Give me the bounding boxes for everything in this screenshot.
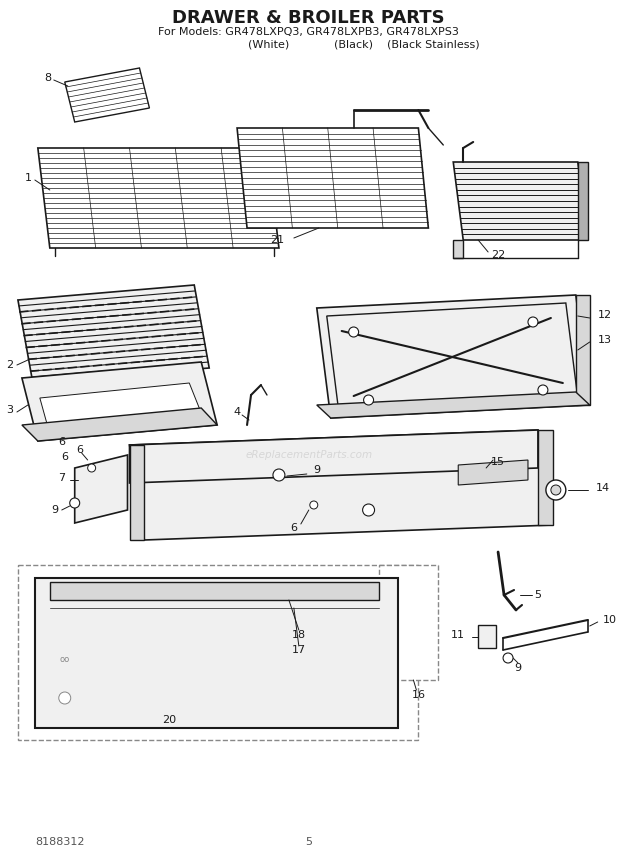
- Polygon shape: [40, 383, 203, 434]
- Polygon shape: [453, 162, 588, 240]
- Text: 21: 21: [270, 235, 284, 245]
- Polygon shape: [130, 445, 144, 540]
- Polygon shape: [130, 430, 553, 540]
- Circle shape: [273, 469, 285, 481]
- Polygon shape: [379, 565, 438, 680]
- Text: 16: 16: [412, 690, 425, 700]
- Circle shape: [69, 498, 80, 508]
- Polygon shape: [18, 285, 209, 383]
- Polygon shape: [237, 128, 428, 228]
- Text: (White): (White): [249, 39, 290, 49]
- Circle shape: [538, 385, 548, 395]
- Text: 10: 10: [603, 615, 617, 625]
- Circle shape: [310, 501, 318, 509]
- Polygon shape: [317, 392, 590, 418]
- Text: 6: 6: [61, 452, 68, 462]
- Polygon shape: [130, 430, 538, 483]
- Text: 14: 14: [596, 483, 610, 493]
- Text: 9: 9: [313, 465, 321, 475]
- Polygon shape: [578, 162, 588, 240]
- Circle shape: [503, 653, 513, 663]
- Text: 9: 9: [51, 505, 58, 515]
- Text: 17: 17: [292, 645, 306, 655]
- Polygon shape: [22, 408, 217, 441]
- Text: 2: 2: [6, 360, 14, 370]
- Text: 13: 13: [598, 335, 612, 345]
- Text: eReplacementParts.com: eReplacementParts.com: [246, 450, 373, 460]
- Text: DRAWER & BROILER PARTS: DRAWER & BROILER PARTS: [172, 9, 445, 27]
- Circle shape: [348, 327, 358, 337]
- Polygon shape: [50, 582, 379, 600]
- Circle shape: [87, 464, 95, 472]
- Circle shape: [551, 485, 561, 495]
- Text: 7: 7: [58, 473, 65, 483]
- Circle shape: [528, 317, 538, 327]
- Text: 1: 1: [24, 173, 32, 183]
- Text: 12: 12: [598, 310, 612, 320]
- Polygon shape: [75, 455, 128, 523]
- Polygon shape: [478, 625, 496, 648]
- Text: 4: 4: [234, 407, 241, 417]
- Text: (Black Stainless): (Black Stainless): [387, 39, 480, 49]
- Text: 8188312: 8188312: [35, 837, 84, 847]
- Text: (Black): (Black): [334, 39, 373, 49]
- Text: 5: 5: [305, 837, 312, 847]
- Polygon shape: [538, 430, 553, 525]
- Polygon shape: [458, 460, 528, 485]
- Text: oo: oo: [60, 656, 70, 664]
- Circle shape: [546, 480, 566, 500]
- Polygon shape: [453, 240, 463, 258]
- Circle shape: [363, 504, 374, 516]
- Circle shape: [363, 395, 374, 405]
- Text: 11: 11: [451, 630, 465, 640]
- Text: 6: 6: [290, 523, 298, 533]
- Text: 3: 3: [6, 405, 14, 415]
- Text: 5: 5: [534, 590, 541, 600]
- Polygon shape: [22, 362, 217, 441]
- Polygon shape: [576, 295, 590, 405]
- Text: 18: 18: [292, 630, 306, 640]
- Text: 15: 15: [491, 457, 505, 467]
- Text: 6: 6: [58, 437, 65, 447]
- Text: 22: 22: [491, 250, 505, 260]
- Text: 8: 8: [44, 73, 51, 83]
- Text: 20: 20: [162, 715, 177, 725]
- Polygon shape: [38, 148, 279, 248]
- Polygon shape: [327, 303, 578, 411]
- Text: 9: 9: [515, 663, 521, 673]
- Polygon shape: [18, 565, 419, 740]
- Polygon shape: [64, 68, 149, 122]
- Text: For Models: GR478LXPQ3, GR478LXPB3, GR478LXPS3: For Models: GR478LXPQ3, GR478LXPB3, GR47…: [158, 27, 459, 37]
- Polygon shape: [317, 295, 590, 418]
- Circle shape: [59, 692, 71, 704]
- Polygon shape: [35, 578, 399, 728]
- Text: 6: 6: [76, 445, 83, 455]
